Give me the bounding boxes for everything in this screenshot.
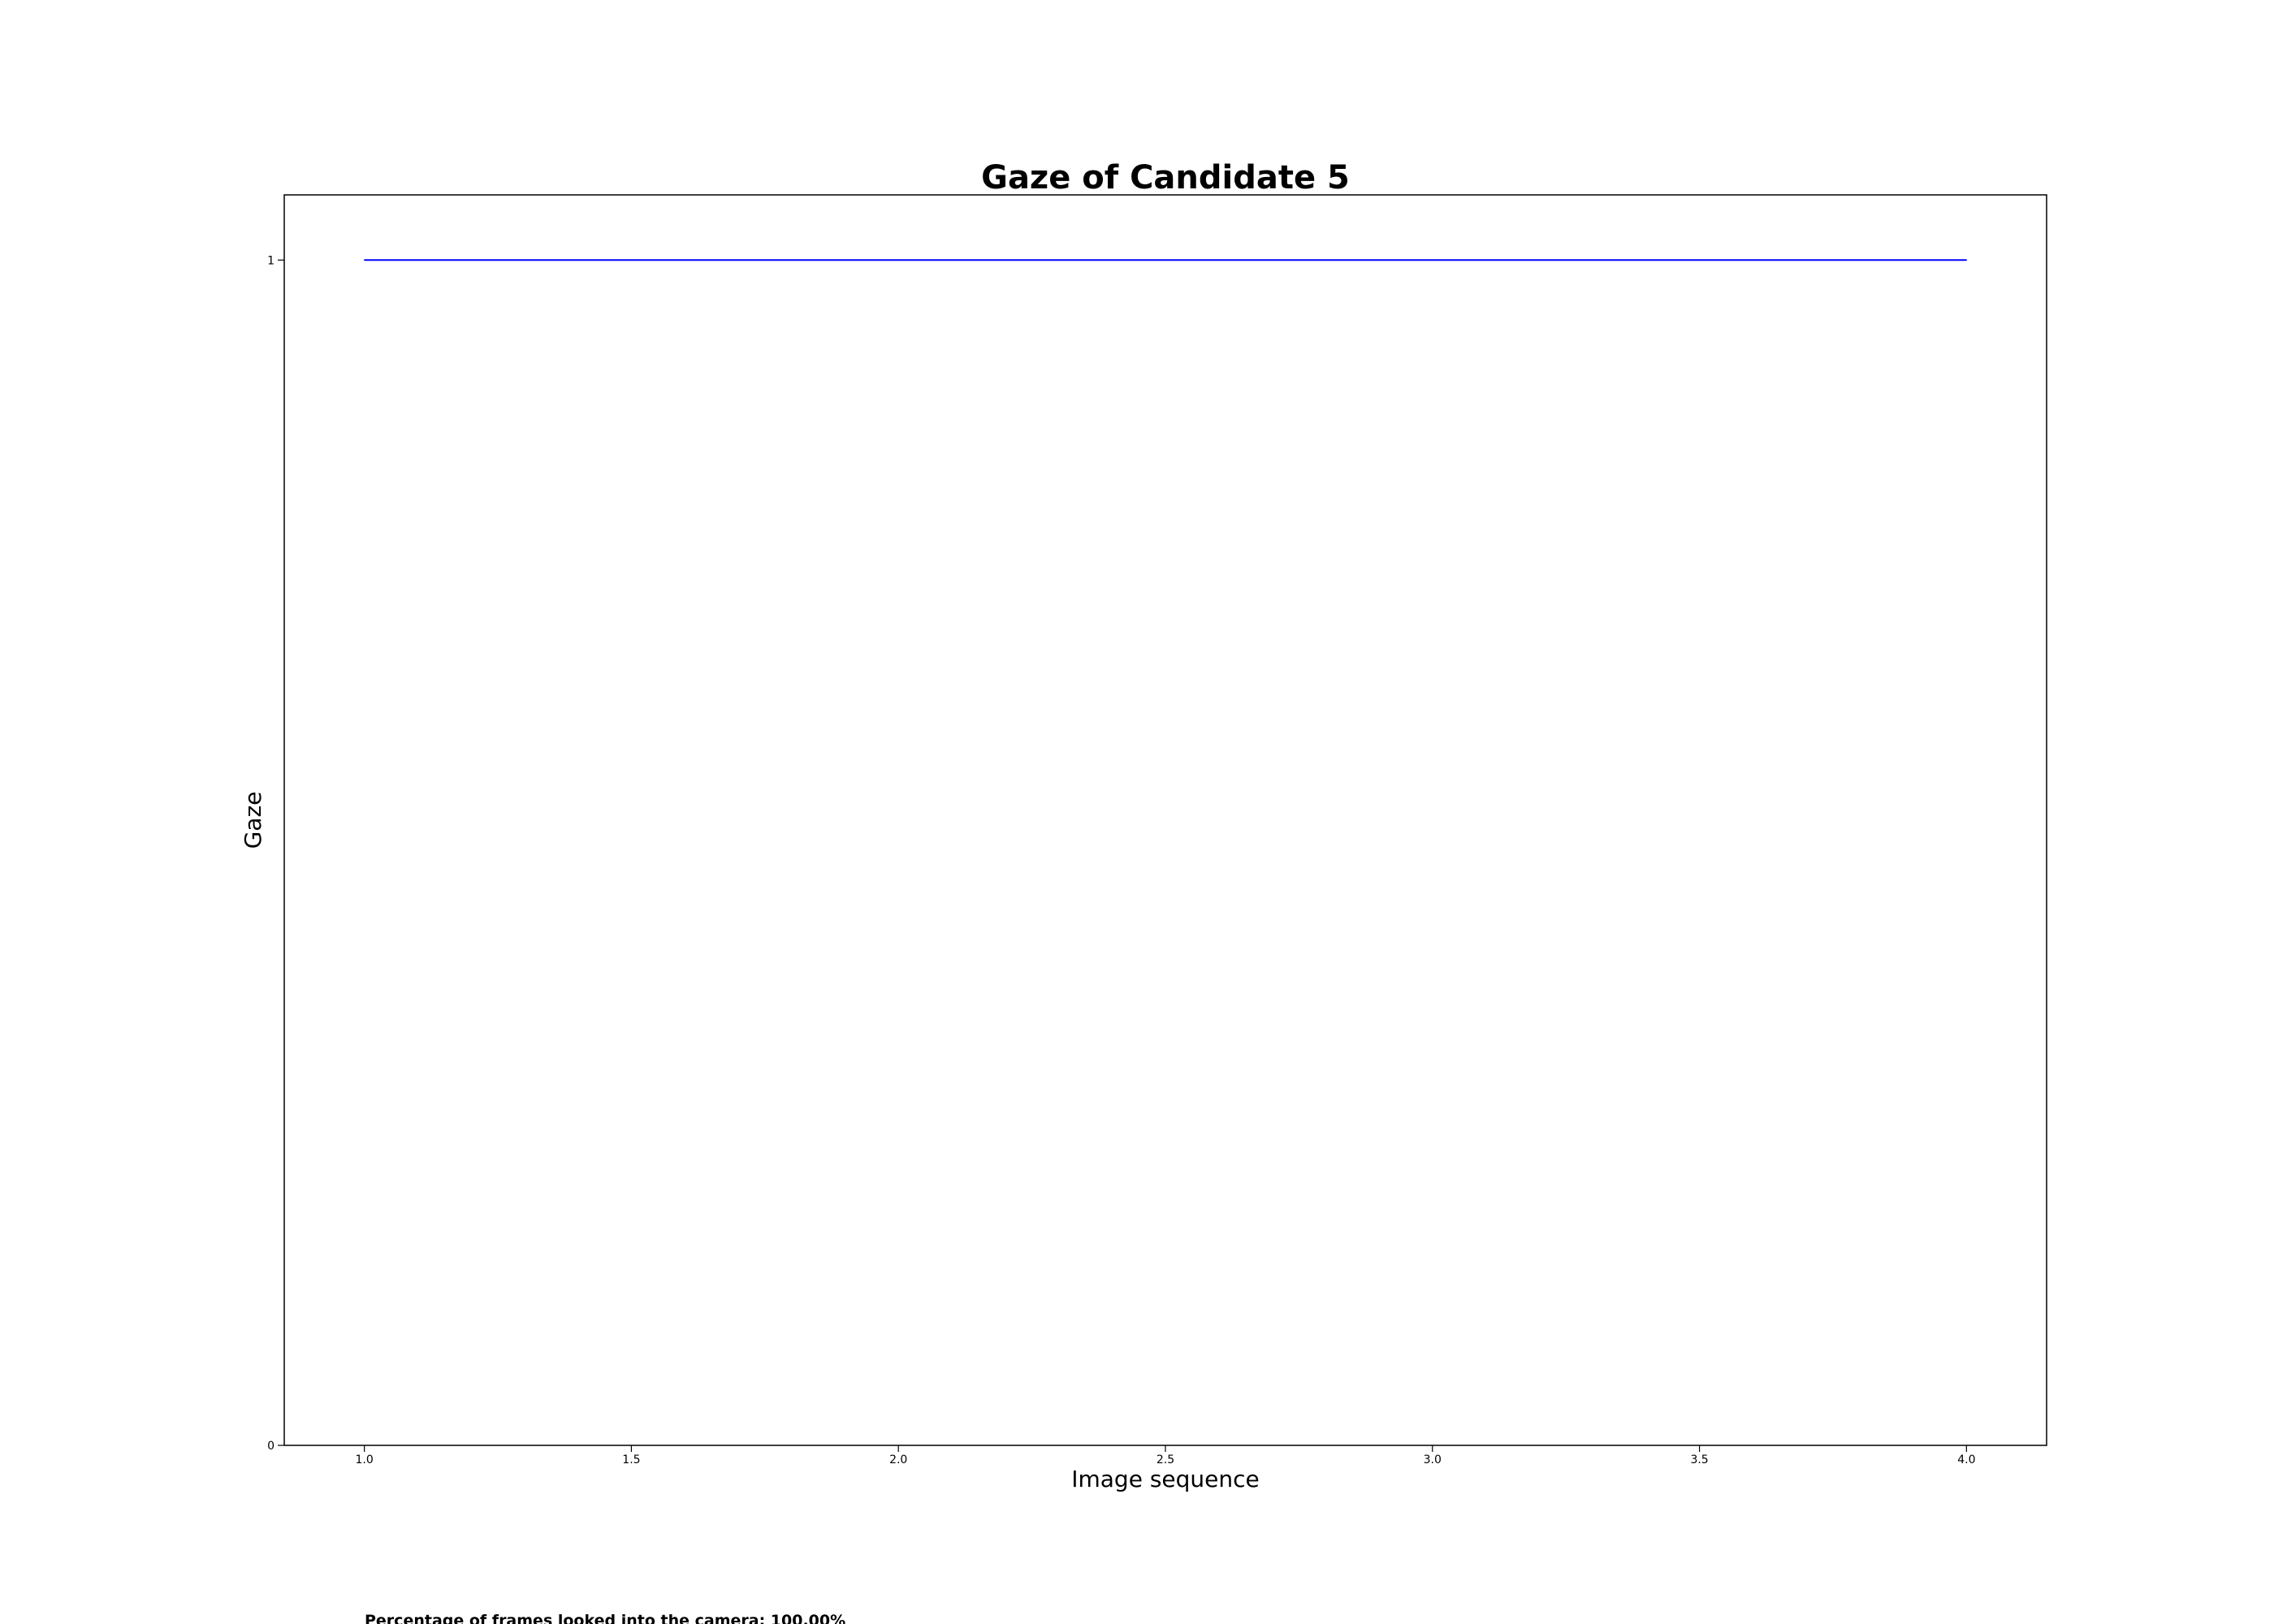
series-layer (364, 259, 1967, 261)
data-point (364, 259, 365, 261)
x-axis-ticks: 1.0 1.5 2.0 2.5 3.0 3.5 4.0 (356, 1445, 1975, 1466)
x-tick-label: 3.5 (1690, 1453, 1708, 1466)
x-tick-label: 1.5 (622, 1453, 640, 1466)
data-point (1432, 259, 1433, 261)
x-axis-label: Image sequence (1071, 1466, 1260, 1492)
percentage-annotation: Percentage of frames looked into the cam… (365, 1612, 845, 1624)
y-axis-ticks: 01 (267, 254, 284, 1453)
x-tick-label: 2.5 (1156, 1453, 1174, 1466)
y-axis-label: Gaze (240, 792, 266, 849)
y-tick-label: 0 (267, 1440, 275, 1453)
chart-title: Gaze of Candidate 5 (981, 159, 1350, 197)
x-tick-label: 1.0 (356, 1453, 374, 1466)
data-point (1965, 259, 1967, 261)
x-tick-label: 3.0 (1424, 1453, 1442, 1466)
x-tick-label: 4.0 (1957, 1453, 1975, 1466)
data-point (897, 259, 899, 261)
plot-area-frame (283, 194, 2047, 1446)
y-tick-label: 1 (267, 254, 275, 267)
x-tick-label: 2.0 (889, 1453, 907, 1466)
